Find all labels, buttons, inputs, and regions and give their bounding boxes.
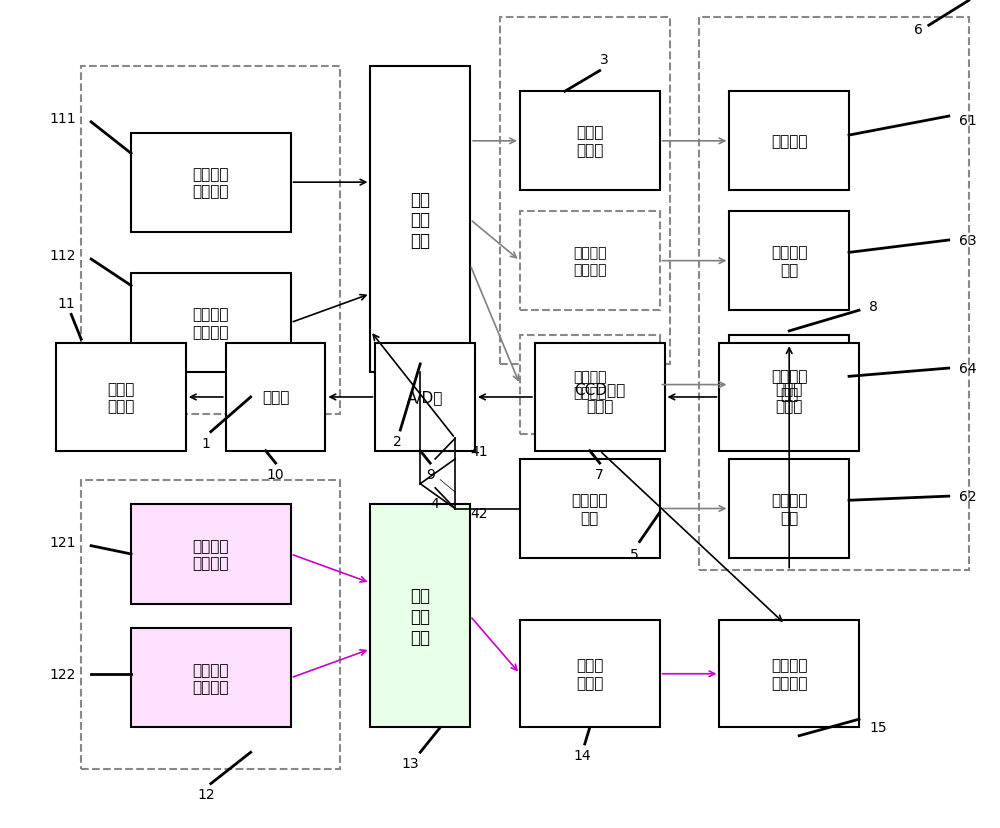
Text: 第一
数控
装置: 第一 数控 装置 <box>410 190 430 250</box>
FancyBboxPatch shape <box>370 505 470 728</box>
Text: 声光报
警装置: 声光报 警装置 <box>107 382 135 414</box>
Text: 3: 3 <box>600 54 609 67</box>
FancyBboxPatch shape <box>131 505 291 604</box>
Text: 第二伺
服系统: 第二伺 服系统 <box>576 657 603 690</box>
Text: 14: 14 <box>573 749 591 763</box>
FancyBboxPatch shape <box>500 18 670 364</box>
Text: 第二自动
编程装置: 第二自动 编程装置 <box>193 662 229 694</box>
FancyBboxPatch shape <box>729 92 849 191</box>
FancyBboxPatch shape <box>729 335 849 435</box>
FancyBboxPatch shape <box>729 212 849 310</box>
Text: 121: 121 <box>50 535 76 549</box>
Text: 10: 10 <box>267 468 284 482</box>
Text: 第一人工
编程装置: 第一人工 编程装置 <box>193 166 229 199</box>
FancyBboxPatch shape <box>520 212 660 310</box>
FancyBboxPatch shape <box>719 620 859 728</box>
Text: 处理器: 处理器 <box>262 390 289 405</box>
Text: 第二加工
中心主体: 第二加工 中心主体 <box>771 657 807 690</box>
Text: 11: 11 <box>57 297 75 310</box>
FancyBboxPatch shape <box>719 344 859 451</box>
Text: 13: 13 <box>401 757 419 770</box>
Text: 进给伺服
驱动系统: 进给伺服 驱动系统 <box>573 370 607 400</box>
Text: 1: 1 <box>201 436 210 450</box>
FancyBboxPatch shape <box>535 344 665 451</box>
Text: CCD图像
传感器: CCD图像 传感器 <box>574 382 625 414</box>
FancyBboxPatch shape <box>131 628 291 728</box>
Text: 4: 4 <box>431 497 440 511</box>
Text: 第一自动
编程装置: 第一自动 编程装置 <box>193 307 229 339</box>
Text: 7: 7 <box>595 468 604 482</box>
Text: 辅助控
制装置: 辅助控 制装置 <box>576 126 603 158</box>
Text: 刀具进给
装置: 刀具进给 装置 <box>771 369 807 402</box>
Text: 辅助装置: 辅助装置 <box>771 134 807 149</box>
Text: 111: 111 <box>50 112 76 126</box>
FancyBboxPatch shape <box>370 67 470 373</box>
FancyBboxPatch shape <box>520 92 660 191</box>
FancyBboxPatch shape <box>56 344 186 451</box>
Text: 跑台式
丝印机: 跑台式 丝印机 <box>776 382 803 414</box>
Text: 12: 12 <box>197 787 215 801</box>
Text: 2: 2 <box>393 435 402 449</box>
Text: 61: 61 <box>959 114 976 128</box>
Text: 刀具切削
装置: 刀具切削 装置 <box>771 245 807 277</box>
Text: 62: 62 <box>959 489 976 503</box>
FancyBboxPatch shape <box>520 620 660 728</box>
FancyBboxPatch shape <box>699 18 969 570</box>
Text: 41: 41 <box>470 444 488 458</box>
FancyBboxPatch shape <box>131 274 291 373</box>
FancyBboxPatch shape <box>81 480 340 769</box>
Text: 112: 112 <box>50 248 76 262</box>
Text: 63: 63 <box>959 233 976 248</box>
Text: 64: 64 <box>959 362 976 376</box>
FancyBboxPatch shape <box>520 460 660 558</box>
FancyBboxPatch shape <box>520 335 660 435</box>
Text: 5: 5 <box>630 547 639 561</box>
Text: 检测反馈
装置: 检测反馈 装置 <box>572 493 608 525</box>
Text: 6: 6 <box>914 23 923 37</box>
Text: A/D器: A/D器 <box>407 390 443 405</box>
Text: 15: 15 <box>869 720 887 734</box>
FancyBboxPatch shape <box>729 460 849 558</box>
Text: 第二人工
编程装置: 第二人工 编程装置 <box>193 538 229 570</box>
Text: 42: 42 <box>470 506 488 520</box>
FancyBboxPatch shape <box>226 344 325 451</box>
Text: 8: 8 <box>869 300 878 314</box>
FancyBboxPatch shape <box>131 133 291 233</box>
FancyBboxPatch shape <box>81 67 340 414</box>
FancyBboxPatch shape <box>375 344 475 451</box>
Text: 第二
数控
装置: 第二 数控 装置 <box>410 586 430 646</box>
Text: 9: 9 <box>426 468 435 482</box>
Text: 122: 122 <box>50 667 76 681</box>
Text: 刀轴伺服
驱动系统: 刀轴伺服 驱动系统 <box>573 246 607 277</box>
Text: 自动换刀
装置: 自动换刀 装置 <box>771 493 807 525</box>
